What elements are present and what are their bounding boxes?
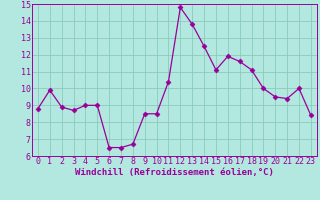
X-axis label: Windchill (Refroidissement éolien,°C): Windchill (Refroidissement éolien,°C): [75, 168, 274, 177]
